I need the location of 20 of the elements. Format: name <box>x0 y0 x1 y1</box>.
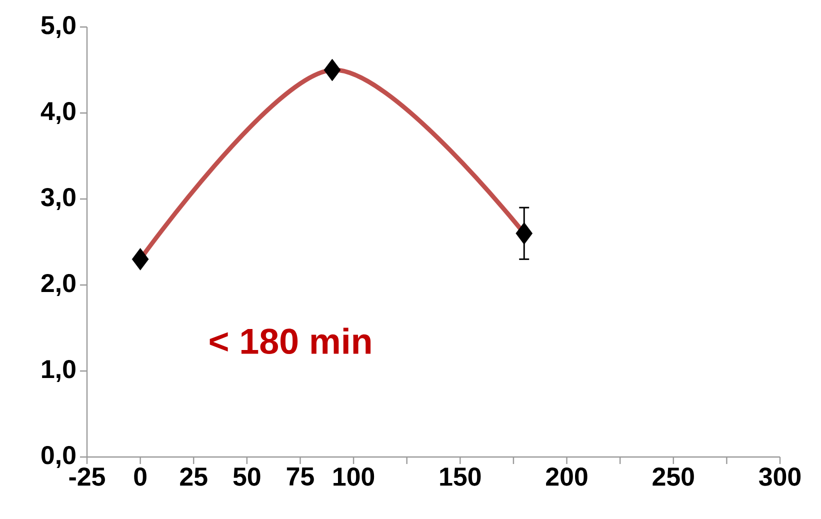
x-tick-label: 300 <box>758 468 801 486</box>
x-tick-label: 0 <box>134 468 146 486</box>
y-tick-label: 3,0 <box>41 188 76 210</box>
y-tick-label: 4,0 <box>40 102 76 124</box>
annotation: < 180 min <box>210 328 371 354</box>
x-tick-label: 250 <box>652 468 694 486</box>
x-tick-label: 100 <box>334 468 374 486</box>
y-tick-label: 0,0 <box>42 446 76 468</box>
x-tick-label: 75 <box>286 468 314 486</box>
point <box>324 58 341 82</box>
y-tick-label: 1,0 <box>42 360 76 382</box>
x-tick-label: 150 <box>440 468 481 486</box>
y-tick-label: 5,0 <box>41 16 76 38</box>
x-tick-label: 200 <box>546 468 588 486</box>
point <box>132 248 149 270</box>
point <box>516 222 533 245</box>
x-tick-label: 50 <box>233 468 260 486</box>
x-tick-label: 25 <box>180 468 208 486</box>
y-tick-label: 2,0 <box>41 274 76 296</box>
x-tick-label: -25 <box>69 468 105 486</box>
